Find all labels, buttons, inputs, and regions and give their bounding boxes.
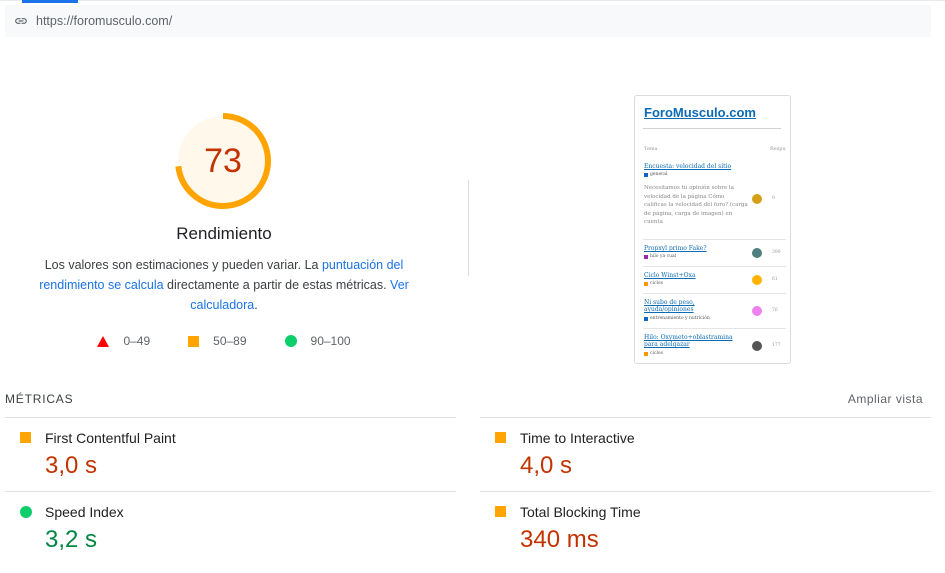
average-square-icon <box>495 506 506 517</box>
metric-value: 340 ms <box>520 526 599 553</box>
thumb-count: 390 <box>772 250 781 255</box>
average-square-icon <box>495 432 506 443</box>
tag-label: general <box>650 172 668 177</box>
tag-label: entrenamiento y nutrición <box>650 316 710 321</box>
thumb-topic-title: Hilo: Oxymeto+oblastramina para adelgaza… <box>644 334 733 348</box>
expand-view-button[interactable]: Ampliar vista <box>847 392 923 406</box>
metrics-heading: MÉTRICAS <box>5 392 74 406</box>
tag-label: hilo ya cual <box>650 254 677 259</box>
thumb-header-right: Respu <box>770 146 786 152</box>
square-icon <box>188 335 200 347</box>
tag-color-icon <box>644 254 648 259</box>
score-title: Rendimiento <box>176 224 272 243</box>
legend-fail-label: 0–49 <box>123 334 151 348</box>
thumb-separator <box>643 266 786 267</box>
avatar <box>752 194 762 204</box>
triangle-icon <box>97 335 110 347</box>
score-calc-link[interactable]: puntuación del rendimiento se calcula <box>39 258 404 292</box>
link-icon <box>14 13 30 29</box>
thumb-topic-tag: hilo ya cual <box>644 254 676 259</box>
active-tab-indicator[interactable] <box>22 0 78 3</box>
thumb-separator <box>643 293 786 294</box>
score-legend: 0–49 50–89 90–100 <box>0 334 448 348</box>
metric-name: Total Blocking Time <box>520 504 641 520</box>
legend-average: 50–89 <box>188 334 247 348</box>
url-bar: https://foromusculo.com/ <box>5 5 931 37</box>
performance-score-gauge <box>175 113 271 209</box>
thumb-count: 76 <box>772 308 778 313</box>
thumb-topic-tag: general <box>644 172 667 177</box>
vertical-divider <box>468 180 469 276</box>
metric-divider <box>5 417 456 418</box>
metric-divider <box>480 417 931 418</box>
thumb-divider <box>643 128 781 129</box>
thumb-topic-title: Ciclo Winst+Oxa <box>644 272 696 279</box>
page-screenshot-thumbnail: ForoMusculo.com Tema Respu Encuesta: vel… <box>634 95 791 364</box>
thumb-header-left: Tema <box>644 146 658 152</box>
thumb-topic-tag: ciclos <box>644 281 663 286</box>
tag-color-icon <box>644 281 648 286</box>
avatar <box>752 341 762 351</box>
top-rule <box>0 0 945 1</box>
score-value: 73 <box>204 141 242 180</box>
metric-first-contentful-paint: First Contentful Paint 3,0 s <box>5 417 456 491</box>
thumb-topic-title: Ni subo de peso, ayuda/opiniones <box>644 299 695 313</box>
legend-pass-label: 90–100 <box>310 334 351 348</box>
avatar <box>752 248 762 258</box>
desc-text-1: Los valores son estimaciones y pueden va… <box>44 258 322 272</box>
tag-color-icon <box>644 351 648 356</box>
metric-value: 3,2 s <box>45 526 98 553</box>
thumb-topic-tag: entrenamiento y nutrición <box>644 316 710 321</box>
metric-name: Speed Index <box>45 504 124 520</box>
score-arc <box>175 113 271 209</box>
thumb-separator <box>643 239 786 240</box>
calculator-link[interactable]: Ver calculadora <box>190 278 409 312</box>
circle-icon <box>284 335 297 347</box>
metric-name: Time to Interactive <box>520 430 635 446</box>
thumb-count: 9 <box>772 196 775 201</box>
thumb-paragraph: Necesitamos tu opinión sobre la velocida… <box>644 185 748 225</box>
metric-speed-index: Speed Index 3,2 s <box>5 491 456 565</box>
pass-circle-icon <box>20 506 32 518</box>
metric-divider <box>5 491 456 492</box>
metric-time-to-interactive: Time to Interactive 4,0 s <box>480 417 931 491</box>
tag-color-icon <box>644 172 648 177</box>
thumb-site-title: ForoMusculo.com <box>644 105 756 120</box>
metric-value: 4,0 s <box>520 452 573 479</box>
metric-name: First Contentful Paint <box>45 430 176 446</box>
legend-average-label: 50–89 <box>213 334 247 348</box>
page-url[interactable]: https://foromusculo.com/ <box>36 14 173 28</box>
desc-text-3: . <box>254 298 258 312</box>
thumb-topic-title: Encuesta: velocidad del sitio <box>644 163 732 170</box>
average-square-icon <box>20 432 31 443</box>
thumb-count: 61 <box>772 277 778 282</box>
thumb-topic-tag: ciclos <box>644 351 663 356</box>
legend-pass: 90–100 <box>284 334 351 348</box>
metric-divider <box>480 491 931 492</box>
tag-label: ciclos <box>650 351 663 356</box>
tag-label: ciclos <box>650 281 663 286</box>
tag-color-icon <box>644 316 648 321</box>
metric-total-blocking-time: Total Blocking Time 340 ms <box>480 491 931 565</box>
legend-fail: 0–49 <box>97 334 150 348</box>
thumb-count: 177 <box>772 343 781 348</box>
metric-value: 3,0 s <box>45 452 98 479</box>
avatar <box>752 306 762 316</box>
avatar <box>752 275 762 285</box>
desc-text-2: directamente a partir de estas métricas. <box>163 278 391 292</box>
score-description: Los valores son estimaciones y pueden va… <box>38 255 410 315</box>
thumb-separator <box>643 328 786 329</box>
thumb-topic-title: Propxyl primo Fake? <box>644 245 707 252</box>
